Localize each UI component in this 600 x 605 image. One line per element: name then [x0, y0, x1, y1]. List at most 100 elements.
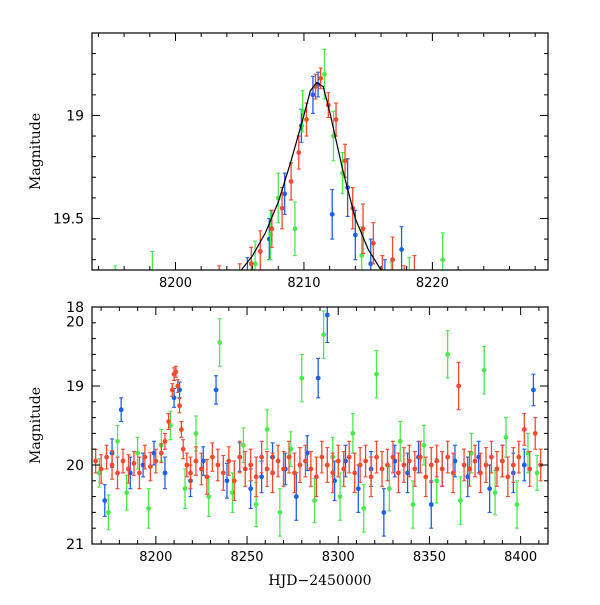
data-point-red — [215, 448, 221, 482]
data-point-red — [439, 451, 445, 487]
point-marker — [312, 498, 317, 503]
point-marker — [319, 454, 325, 460]
data-point-blue — [191, 303, 196, 352]
data-point-red — [131, 451, 137, 476]
point-marker — [500, 458, 505, 464]
point-marker — [147, 464, 153, 469]
point-marker — [370, 240, 376, 246]
point-marker — [341, 466, 347, 472]
point-marker — [300, 108, 306, 114]
data-point-red — [534, 307, 539, 356]
point-marker — [259, 454, 265, 460]
data-point-green — [135, 309, 140, 367]
data-point-green — [277, 488, 283, 537]
point-marker — [296, 150, 302, 155]
data-point-red — [467, 451, 472, 487]
point-marker — [412, 466, 418, 472]
data-point-red — [292, 452, 297, 494]
data-point-green — [183, 307, 188, 356]
point-marker — [175, 383, 181, 389]
point-marker — [253, 474, 259, 480]
data-point-green — [321, 310, 327, 359]
y-tick-label: 21 — [66, 537, 84, 553]
point-marker — [270, 470, 275, 476]
point-marker — [483, 462, 489, 468]
point-marker — [324, 312, 330, 318]
data-point-red — [275, 444, 281, 478]
data-point-red — [357, 447, 363, 483]
point-marker — [231, 478, 237, 484]
point-marker — [352, 232, 358, 238]
data-point-green — [503, 417, 509, 458]
y-tick-label: 18 — [66, 300, 84, 316]
point-marker — [248, 261, 254, 267]
point-marker — [292, 470, 297, 476]
series-red — [108, 67, 539, 356]
data-point-red — [173, 365, 179, 378]
data-point-red — [483, 447, 489, 483]
point-marker — [102, 329, 107, 334]
data-point-green — [150, 250, 155, 270]
data-point-red — [512, 297, 517, 346]
point-marker — [534, 329, 539, 334]
data-point-green — [458, 276, 463, 334]
data-point-red — [390, 236, 395, 270]
point-marker — [146, 506, 151, 511]
model-curve — [240, 81, 382, 270]
series-blue — [102, 71, 542, 352]
point-marker — [224, 478, 230, 484]
data-point-red — [177, 398, 182, 414]
data-point-blue — [324, 307, 330, 344]
point-marker — [512, 319, 517, 324]
data-point-red — [423, 456, 429, 498]
point-marker — [195, 311, 200, 316]
data-point-red — [402, 265, 407, 270]
data-point-red — [288, 162, 294, 201]
point-marker — [191, 325, 196, 330]
data-point-green — [481, 345, 487, 395]
bottom-panel-frame — [91, 306, 549, 545]
data-point-green — [135, 436, 141, 470]
data-point-red — [363, 444, 368, 478]
data-point-blue — [399, 226, 404, 270]
point-marker — [507, 315, 512, 320]
data-point-red — [226, 446, 232, 476]
data-point-red — [396, 452, 401, 494]
data-point-red — [108, 307, 113, 356]
point-marker — [226, 458, 232, 464]
x-tick-label: 8300 — [322, 550, 355, 565]
point-marker — [505, 474, 511, 480]
data-point-green — [115, 424, 120, 458]
point-marker — [230, 309, 235, 314]
y-tick-label: 19 — [66, 108, 84, 124]
point-marker — [435, 299, 440, 304]
point-marker — [537, 319, 542, 324]
data-point-blue — [472, 284, 477, 338]
data-point-red — [137, 456, 142, 490]
data-point-red — [417, 440, 423, 474]
point-marker — [205, 294, 210, 299]
point-marker — [104, 454, 109, 460]
point-marker — [481, 367, 487, 373]
point-marker — [166, 419, 172, 424]
x-tick-label: 8250 — [230, 550, 263, 565]
point-marker — [406, 458, 412, 464]
data-point-red — [181, 284, 186, 333]
data-point-green — [96, 315, 101, 369]
point-marker — [313, 474, 319, 480]
point-marker — [510, 462, 516, 468]
data-point-blue — [245, 257, 250, 270]
point-marker — [297, 462, 303, 468]
data-point-green — [397, 420, 403, 462]
point-marker — [423, 474, 429, 480]
point-marker — [199, 299, 204, 304]
data-point-red — [109, 450, 115, 480]
point-marker — [346, 454, 352, 460]
point-marker — [124, 490, 130, 496]
data-point-blue — [368, 238, 374, 270]
point-marker — [492, 490, 498, 496]
point-marker — [177, 299, 182, 304]
point-marker — [145, 315, 150, 320]
point-marker — [102, 498, 108, 503]
data-point-red — [175, 379, 181, 393]
